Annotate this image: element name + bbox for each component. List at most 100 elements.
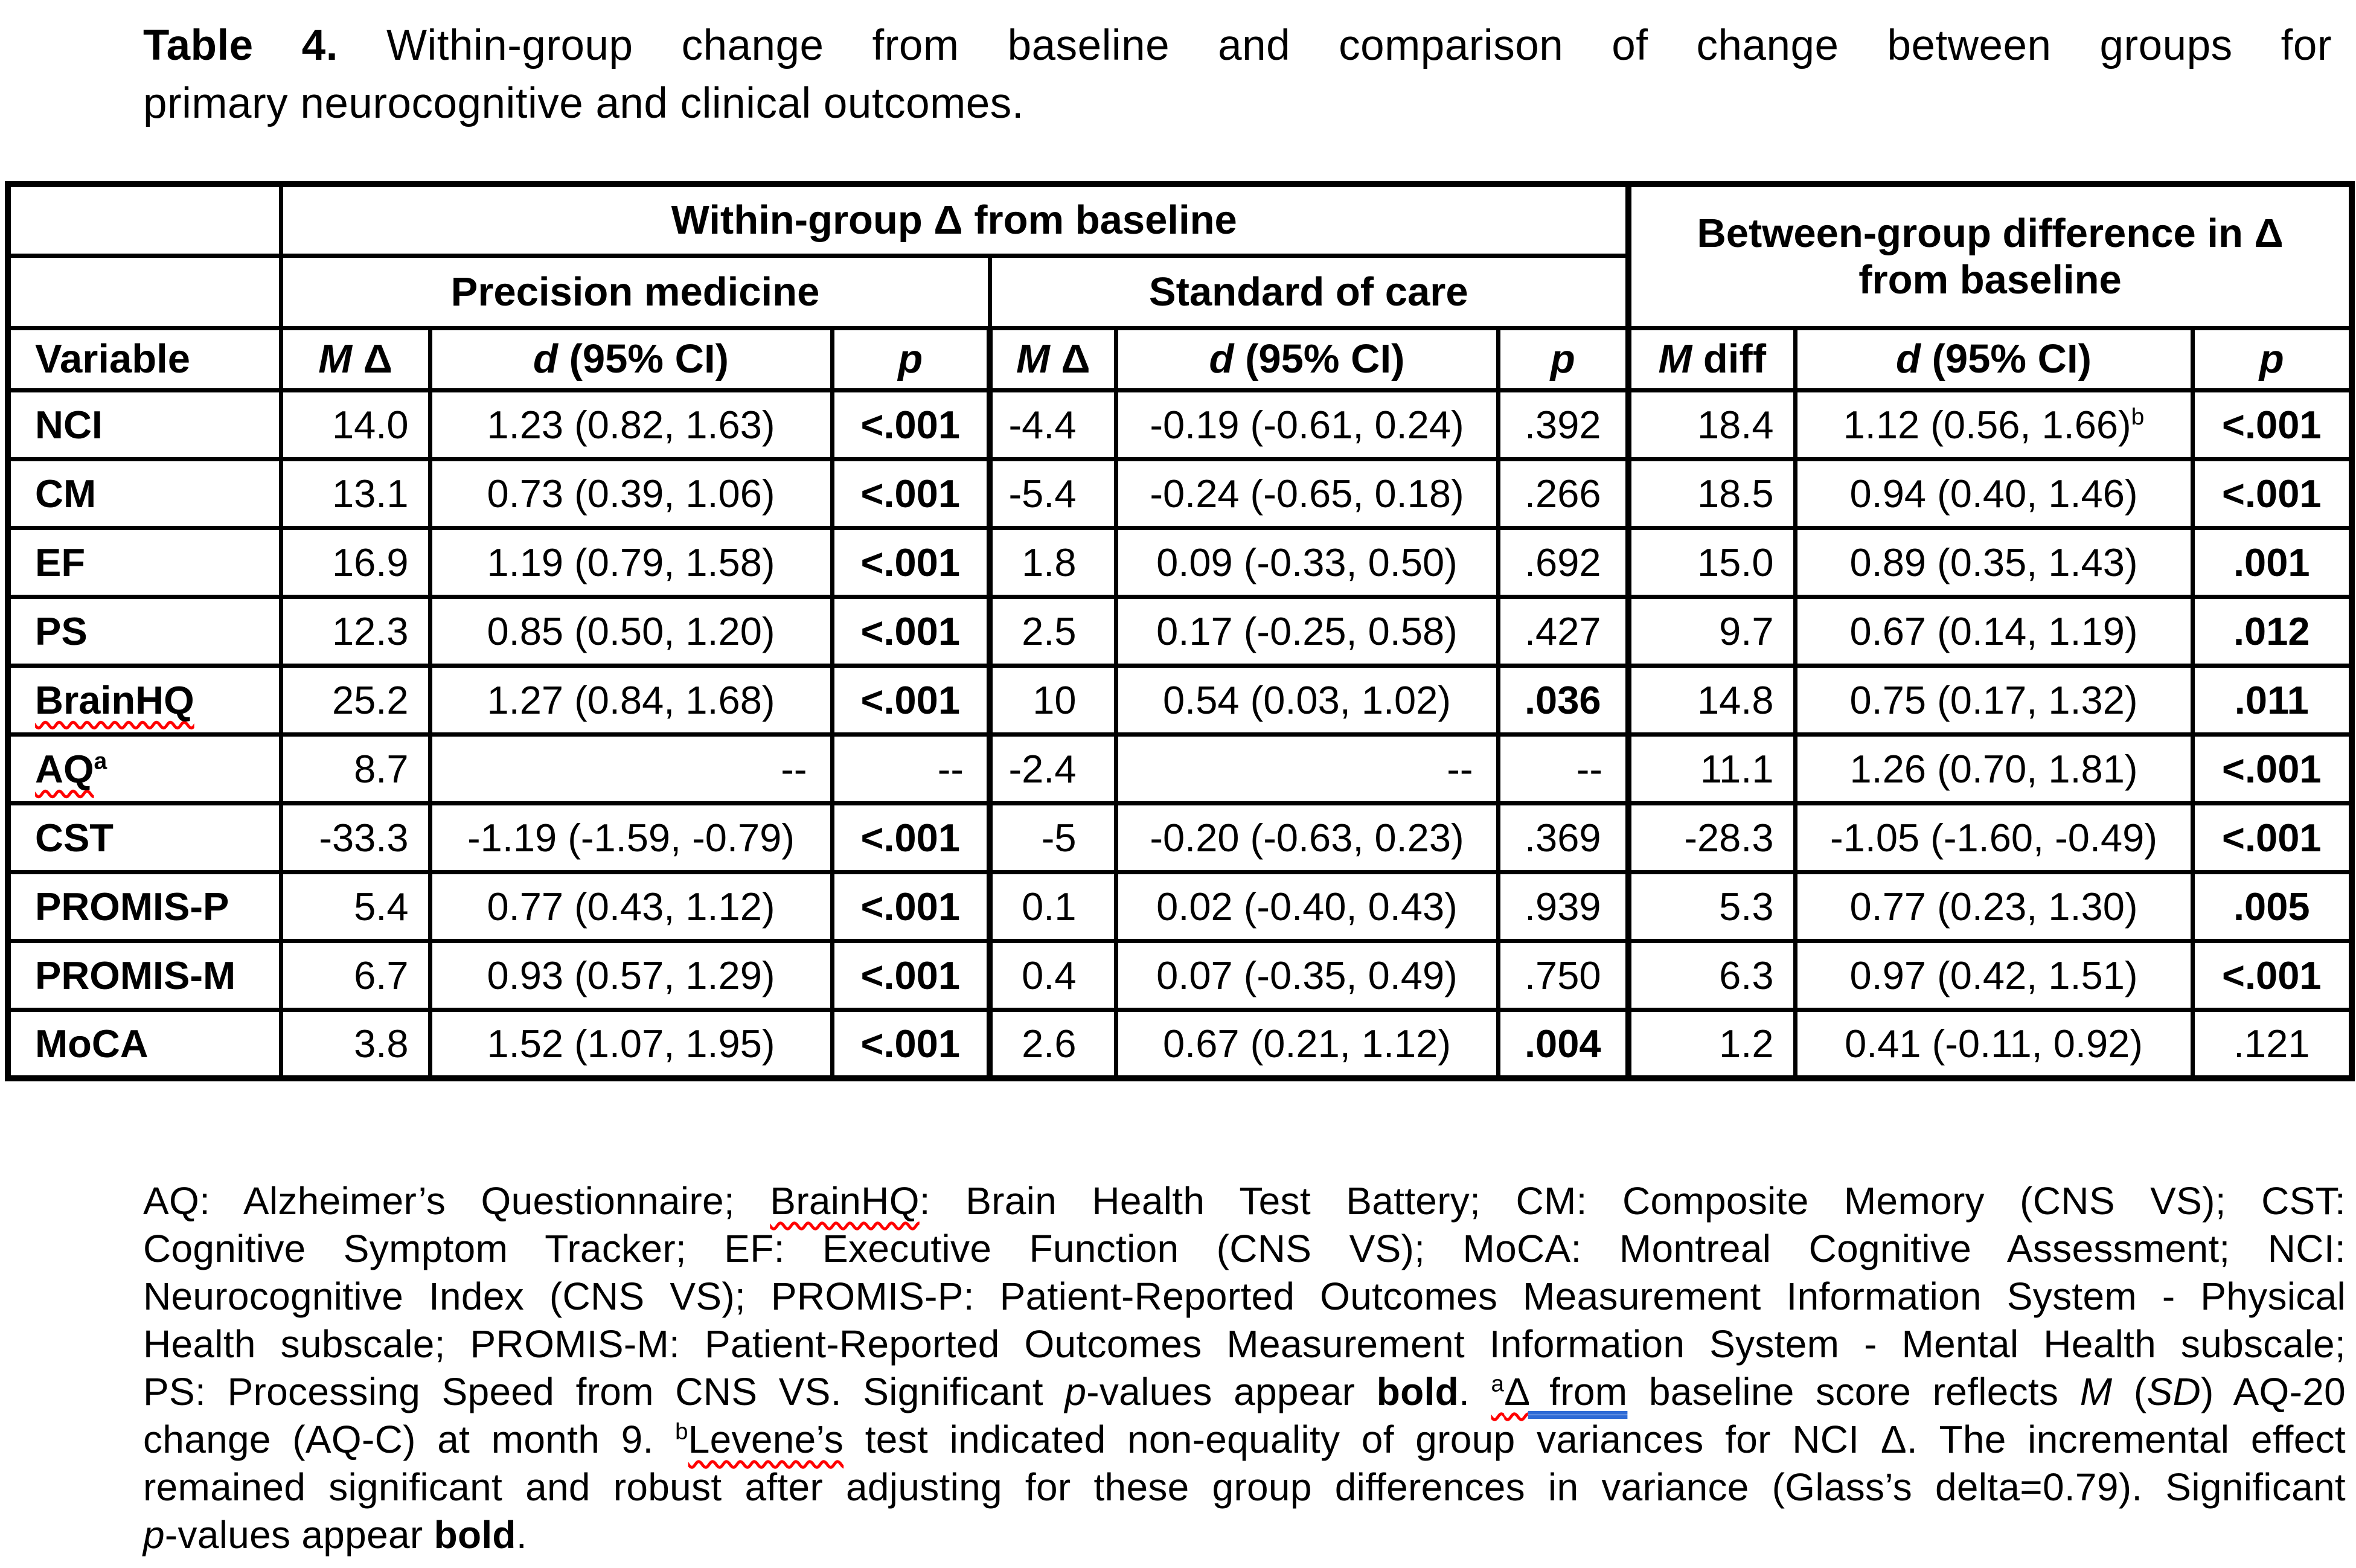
- cell-p: <.001: [830, 938, 993, 1012]
- footnote-marker-a: a: [1491, 1371, 1505, 1397]
- empty-cell: [5, 253, 283, 330]
- header-standard-of-care: Standard of care: [987, 253, 1631, 330]
- cell-p: <.001: [830, 388, 993, 461]
- cell-p: .004: [1496, 1007, 1631, 1081]
- m-symbol: M: [1016, 336, 1050, 382]
- cell-d-ci: -0.19 (-0.61, 0.24): [1113, 388, 1500, 461]
- cell-p: .001: [2190, 525, 2354, 599]
- cell-m-delta: 3.8: [278, 1007, 432, 1081]
- ci-label: (95% CI): [1920, 336, 2092, 382]
- cell-m-delta: 10: [987, 663, 1118, 737]
- footnote-text: -values appear: [164, 1513, 434, 1557]
- bold-word: bold: [1376, 1370, 1459, 1413]
- header-within-group: Within-group Δ from baseline: [278, 182, 1631, 258]
- cell-p: .266: [1496, 456, 1631, 530]
- cell-d-ci: 0.67 (0.21, 1.12): [1113, 1007, 1500, 1081]
- cell-m-delta: 8.7: [278, 732, 432, 805]
- cell-m-delta: 16.9: [278, 525, 432, 599]
- table-row-moca: MoCA 3.8 1.52 (1.07, 1.95) <.001 2.6 0.6…: [5, 1007, 2354, 1081]
- row-label: CST: [5, 801, 283, 874]
- footnote-line: AQ: Alzheimer’s Questionnaire; BrainHQ: …: [143, 1177, 2346, 1225]
- cell-p: <.001: [2190, 456, 2354, 530]
- cell-m-diff: 5.3: [1626, 869, 1797, 943]
- cell-d-ci: 1.26 (0.70, 1.81): [1793, 732, 2195, 805]
- cell-d-ci: --: [427, 732, 834, 805]
- cell-m-delta: 2.6: [987, 1007, 1118, 1081]
- cell-p: .036: [1496, 663, 1631, 737]
- caption-line-1: Table 4. Within-group change from baseli…: [143, 17, 2332, 75]
- cell-m-delta: 1.8: [987, 525, 1118, 599]
- footnote-text: Neurocognitive Index (CNS VS); PROMIS-P:…: [143, 1275, 2346, 1318]
- cell-m-delta: -2.4: [987, 732, 1118, 805]
- cell-d-ci: -0.20 (-0.63, 0.23): [1113, 801, 1500, 874]
- cell-d-ci: 1.23 (0.82, 1.63): [427, 388, 834, 461]
- m-symbol: M: [318, 336, 353, 382]
- d-symbol: d: [533, 336, 558, 382]
- cell-m-delta: 13.1: [278, 456, 432, 530]
- row-label: BrainHQ: [5, 663, 283, 737]
- cell-p: .427: [1496, 594, 1631, 668]
- footnote-text: (: [2112, 1370, 2147, 1413]
- cell-m-diff: 11.1: [1626, 732, 1797, 805]
- footnote-line: p-values appear bold.: [143, 1511, 2346, 1559]
- header-p-between: p: [2190, 325, 2354, 392]
- d-symbol: d: [1209, 336, 1234, 382]
- header-row-groups: Precision medicine Standard of care: [5, 253, 2352, 330]
- delta-symbol: Δ: [352, 336, 392, 382]
- table-row-ef: EF 16.9 1.19 (0.79, 1.58) <.001 1.8 0.09…: [5, 525, 2354, 599]
- cell-m-diff: 18.4: [1626, 388, 1797, 461]
- cell-d-ci: 0.94 (0.40, 1.46): [1793, 456, 2195, 530]
- cell-d-ci: 0.41 (-0.11, 0.92): [1793, 1007, 2195, 1081]
- cell-d-ci: -1.05 (-1.60, -0.49): [1793, 801, 2195, 874]
- footnote: AQ: Alzheimer’s Questionnaire; BrainHQ: …: [143, 1177, 2346, 1559]
- cell-p: .939: [1496, 869, 1631, 943]
- cell-d-ci: 0.77 (0.43, 1.12): [427, 869, 834, 943]
- footnote-line: Cognitive Symptom Tracker; EF: Executive…: [143, 1225, 2346, 1273]
- cell-m-diff: 1.2: [1626, 1007, 1797, 1081]
- cell-m-diff: -28.3: [1626, 801, 1797, 874]
- header-p-soc: p: [1496, 325, 1631, 392]
- cell-p: <.001: [2190, 938, 2354, 1012]
- footnote-marker-b: b: [675, 1418, 688, 1445]
- cell-d-ci: 0.85 (0.50, 1.20): [427, 594, 834, 668]
- header-row-columns: Variable M Δ d (95% CI) p M Δ d (95% CI)…: [5, 325, 2354, 392]
- cell-m-delta: 12.3: [278, 594, 432, 668]
- cell-p: <.001: [830, 801, 993, 874]
- cell-p: <.001: [2190, 732, 2354, 805]
- ci-label: (95% CI): [1234, 336, 1405, 382]
- delta-symbol: Δ: [1504, 1370, 1528, 1413]
- footnote-line: Health subscale; PROMIS-M: Patient-Repor…: [143, 1320, 2346, 1368]
- footnote-text: baseline score reflects: [1627, 1370, 2080, 1413]
- table-row-aq: AQa 8.7 -- -- -2.4 -- -- 11.1 1.26 (0.70…: [5, 732, 2354, 805]
- cell-p: <.001: [830, 663, 993, 737]
- header-d-ci-soc: d (95% CI): [1113, 325, 1500, 392]
- cell-d-ci: 0.89 (0.35, 1.43): [1793, 525, 2195, 599]
- cell-d-ci: 0.77 (0.23, 1.30): [1793, 869, 2195, 943]
- footnote-text: change (AQ-C) at month 9.: [143, 1418, 676, 1461]
- header-row-sections: Within-group Δ from baseline Between-gro…: [5, 182, 2354, 330]
- cell-m-delta: 25.2: [278, 663, 432, 737]
- cell-m-delta: 5.4: [278, 869, 432, 943]
- cell-m-delta: -5.4: [987, 456, 1118, 530]
- header-m-delta-soc: M Δ: [987, 325, 1118, 392]
- results-table: Within-group Δ from baseline Between-gro…: [5, 181, 2355, 1081]
- cell-d-ci: --: [1113, 732, 1500, 805]
- table-row-promis-m: PROMIS-M 6.7 0.93 (0.57, 1.29) <.001 0.4…: [5, 938, 2354, 1012]
- table-caption: Table 4. Within-group change from baseli…: [143, 17, 2332, 133]
- d-ci-value: 1.12 (0.56, 1.66): [1843, 402, 2131, 447]
- cell-p: .392: [1496, 388, 1631, 461]
- cell-d-ci: 0.73 (0.39, 1.06): [427, 456, 834, 530]
- cell-m-delta: -4.4: [987, 388, 1118, 461]
- cell-p: .369: [1496, 801, 1631, 874]
- bold-word: bold: [434, 1513, 516, 1557]
- empty-corner-cell: [5, 182, 283, 258]
- footnote-text: : Brain Health Test Battery; CM: Composi…: [919, 1179, 2346, 1223]
- cell-m-delta: 0.1: [987, 869, 1118, 943]
- row-label: NCI: [5, 388, 283, 461]
- cell-d-ci: 1.27 (0.84, 1.68): [427, 663, 834, 737]
- row-label: MoCA: [5, 1007, 283, 1081]
- cell-m-diff: 14.8: [1626, 663, 1797, 737]
- cell-m-delta: -5: [987, 801, 1118, 874]
- cell-d-ci: -0.24 (-0.65, 0.18): [1113, 456, 1500, 530]
